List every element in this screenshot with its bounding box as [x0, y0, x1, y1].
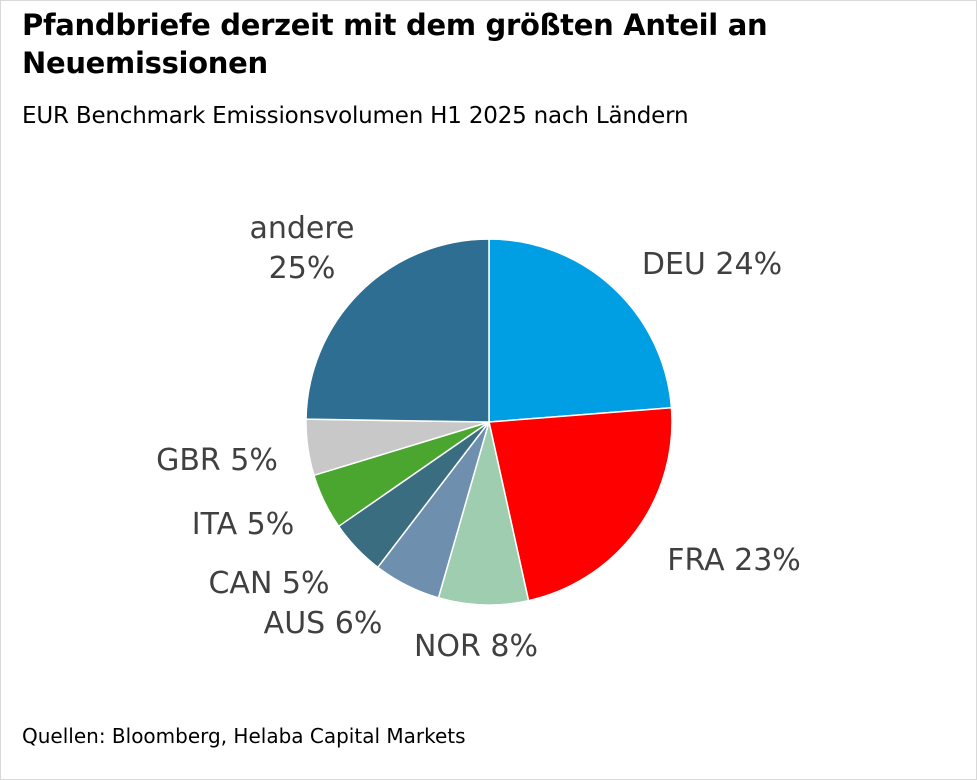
- slice-label-fra: FRA 23%: [667, 543, 801, 578]
- slice-label-andere-name: andere: [249, 211, 354, 246]
- source-note: Quellen: Bloomberg, Helaba Capital Marke…: [22, 724, 466, 748]
- slice-label-deu: DEU 24%: [642, 247, 782, 282]
- slice-label-gbr: GBR 5%: [156, 443, 278, 478]
- pie-labels: DEU 24% FRA 23% NOR 8% AUS 6% CAN 5% ITA…: [156, 211, 801, 664]
- slice-label-aus: AUS 6%: [264, 606, 383, 641]
- pie-slices: [305, 238, 673, 606]
- chart-subtitle: EUR Benchmark Emissionsvolumen H1 2025 n…: [22, 103, 689, 129]
- slice-label-andere-value: 25%: [269, 251, 336, 286]
- pie-chart: DEU 24% FRA 23% NOR 8% AUS 6% CAN 5% ITA…: [156, 211, 801, 664]
- slice-label-ita: ITA 5%: [192, 507, 295, 542]
- chart-title: Pfandbriefe derzeit mit dem größten Ante…: [22, 8, 768, 80]
- slice-label-nor: NOR 8%: [414, 629, 538, 664]
- pie-outline: [305, 238, 673, 606]
- slice-label-can: CAN 5%: [208, 566, 329, 601]
